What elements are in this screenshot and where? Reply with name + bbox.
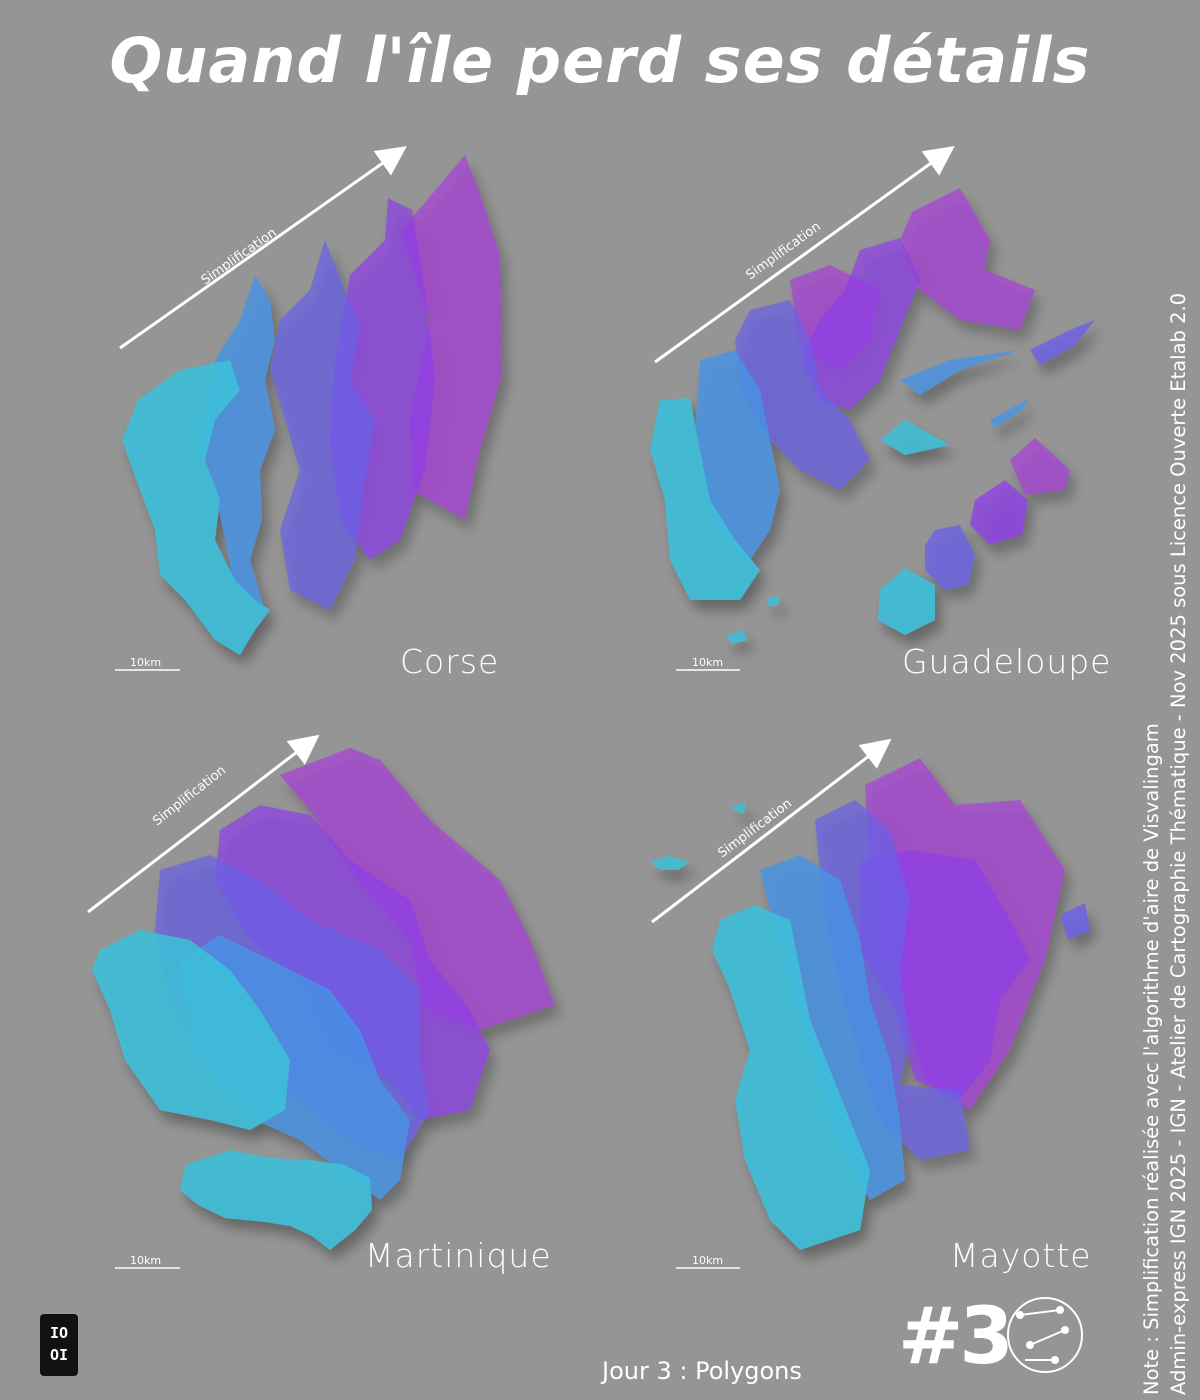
martinique-level-1 [92,930,290,1130]
corse-level-3 [270,240,375,610]
guadeloupe-level-4 [800,238,920,410]
mayotte-islet [650,802,746,870]
petite-terre [990,398,1030,428]
simplification-label: Simplification [715,796,794,861]
scale-label: 10km [692,1254,724,1267]
martinique-level-5 [280,748,555,1030]
binary-logo-icon: IO OI [40,1314,78,1376]
guadeloupe-tail [880,420,950,455]
simplification-arrow [87,734,320,914]
scale-label: 10km [692,656,724,669]
guadeloupe-level-1 [650,398,760,600]
marie-galante-1 [878,568,935,635]
guadeloupe-level-2 [695,350,780,560]
page-title: Quand l'île perd ses détails [109,24,1091,97]
footer-day-label: Jour 3 : Polygons [602,1357,802,1385]
simplification-arrow [651,738,892,924]
mayotte-level-1 [712,905,870,1250]
scale-label: 10km [130,1254,162,1267]
simplification-arrow [654,145,955,364]
simplification-arrow [119,146,407,350]
marie-galante-4 [970,480,1028,545]
corse-panel: Simplification [115,146,502,671]
guadeloupe-tail-2 [900,350,1020,395]
petite-terre-mayotte [1060,903,1090,940]
corse-level-2 [200,275,275,610]
island-name-mayotte: Mayotte [950,1236,1092,1275]
network-logo-icon [1007,1297,1083,1373]
martinique-panel: Simplification [87,734,555,1269]
logo-line: OI [49,1346,69,1364]
logo-line: IO [49,1324,69,1342]
mayotte-panel: Simplification [650,738,1090,1269]
marie-galante-3 [925,525,975,590]
guadeloupe-level-3 [735,300,870,490]
simplification-label: Simplification [150,763,229,829]
simplification-label: Simplification [199,225,280,288]
marie-galante-5 [1010,438,1070,495]
mayotte-level-3 [815,800,970,1160]
note-line: Note : Simplification réalisée avec l'al… [1140,723,1163,1395]
island-name-martinique: Martinique [365,1236,552,1275]
guadeloupe-panel: Simplification [650,145,1095,671]
mayotte-level-2 [760,855,905,1200]
credits-note: Note : Simplification réalisée avec l'al… [1138,293,1192,1395]
martinique-south [180,1150,372,1250]
note-line: Admin-express IGN 2025 - IGN - Atelier d… [1167,292,1190,1395]
desirade [1030,320,1095,365]
les-saintes [726,596,780,644]
corse-level-1 [122,360,270,655]
island-name-guadeloupe: Guadeloupe [902,642,1112,681]
island-name-corse: Corse [400,642,500,681]
challenge-number: #3 [898,1292,1014,1382]
guadeloupe-level-5 [900,188,1035,330]
scale-label: 10km [130,656,162,669]
